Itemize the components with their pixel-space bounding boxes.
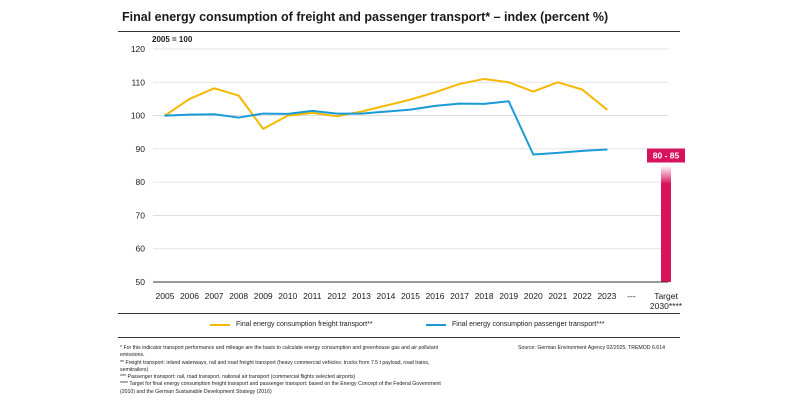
target-layer: 80 - 85	[647, 148, 685, 282]
footnotes: * For this indicator transport performan…	[120, 345, 450, 396]
passenger-line	[164, 100, 607, 156]
legend-passenger-label: Final energy consumption passenger trans…	[452, 321, 605, 328]
index-base-label: 2005 = 100	[152, 35, 193, 44]
x-tick-label: ---	[627, 291, 636, 301]
passenger-point	[213, 113, 215, 116]
y-tick-label: 100	[131, 111, 145, 121]
legend-freight: Final energy consumption freight transpo…	[210, 321, 373, 328]
x-tick-label: 2017	[450, 291, 469, 301]
x-tick-label: Target	[654, 291, 678, 301]
legend-bottom-rule	[118, 337, 680, 338]
x-tick-label: 2009	[254, 291, 273, 301]
x-tick-label: 2013	[352, 291, 371, 301]
freight-point	[237, 94, 240, 97]
freight-point	[409, 98, 412, 101]
y-tick-label: 50	[136, 277, 146, 287]
passenger-point	[434, 105, 436, 107]
x-tick-label: 2019	[499, 291, 518, 301]
freight-point	[557, 81, 559, 84]
passenger-point	[385, 110, 387, 113]
legend-freight-label: Final energy consumption freight transpo…	[236, 321, 373, 328]
passenger-point	[458, 102, 461, 105]
y-tick-label: 120	[131, 44, 145, 54]
y-tick-label: 110	[131, 77, 145, 87]
legend-freight-swatch	[210, 323, 230, 326]
x-tick-label: 2012	[327, 291, 346, 301]
passenger-point	[581, 150, 584, 152]
x-tick-label: 2030****	[650, 301, 683, 311]
passenger-point	[483, 103, 485, 105]
footnote-1: * For this indicator transport performan…	[120, 345, 439, 359]
freight-point	[606, 108, 608, 111]
y-tick-label: 90	[136, 144, 146, 154]
footnote-3: *** Passenger transport: rail, road tran…	[120, 374, 356, 381]
passenger-point	[311, 110, 314, 112]
x-tick-label: 2020	[524, 291, 543, 301]
x-tick-label: 2010	[278, 291, 297, 301]
x-tick-label: 2018	[475, 291, 494, 301]
legend-top-rule	[118, 313, 680, 314]
freight-point	[336, 115, 338, 118]
passenger-point	[360, 112, 363, 115]
freight-point	[385, 104, 387, 107]
freight-point	[213, 87, 215, 90]
source-note: Source: German Environment Agency 02/202…	[518, 345, 665, 351]
series-layer	[164, 77, 608, 156]
freight-point	[434, 91, 436, 94]
legend-passenger: Final energy consumption passenger trans…	[426, 321, 605, 328]
freight-point	[262, 128, 265, 130]
y-tick-label: 70	[136, 210, 146, 220]
x-tick-label: 2011	[303, 291, 322, 301]
freight-point	[532, 90, 535, 93]
x-tick-label: 2022	[573, 291, 592, 301]
freight-point	[483, 78, 485, 80]
x-tick-label: 2005	[156, 291, 175, 301]
target-label: 80 - 85	[653, 151, 680, 161]
freight-point	[188, 98, 191, 100]
passenger-point	[557, 152, 559, 154]
freight-point	[311, 112, 314, 114]
grid-layer	[153, 48, 668, 250]
footnote-4: **** Target for final energy consumption…	[120, 381, 441, 395]
y-tick-label: 60	[136, 244, 146, 254]
x-tick-label: 2007	[205, 291, 224, 301]
target-range-band	[661, 165, 671, 183]
x-tick-label: 2014	[376, 291, 395, 301]
title-rule	[118, 31, 680, 32]
freight-point	[581, 88, 584, 91]
x-tick-label: 2008	[229, 291, 248, 301]
freight-point	[360, 110, 363, 113]
footnote-2: ** Freight transport: inland waterways, …	[120, 359, 430, 373]
passenger-point	[606, 148, 608, 151]
target-bar	[661, 182, 671, 282]
passenger-point	[286, 113, 289, 115]
passenger-point	[409, 108, 412, 111]
passenger-point	[237, 116, 240, 119]
target-label-box	[647, 148, 685, 163]
x-tick-label: 2016	[426, 291, 445, 301]
chart-title: Final energy consumption of freight and …	[122, 10, 609, 24]
x-tick-label: 2021	[548, 291, 567, 301]
passenger-point	[336, 112, 338, 115]
freight-point	[458, 83, 461, 85]
passenger-point	[164, 114, 166, 117]
legend-passenger-swatch	[426, 323, 446, 326]
passenger-point	[507, 100, 510, 103]
freight-line	[164, 77, 608, 130]
x-tick-label: 2023	[597, 291, 616, 301]
passenger-point	[532, 153, 535, 156]
axis-layer: 50 60 70 80 90 100 110 120 2005 2006 2007 2008 2009 2…	[131, 44, 683, 311]
freight-point	[507, 81, 510, 84]
x-tick-label: 2015	[401, 291, 420, 301]
passenger-point	[188, 113, 191, 116]
passenger-point	[262, 112, 265, 115]
freight-point	[286, 114, 289, 117]
x-tick-label: 2006	[180, 291, 199, 301]
y-tick-label: 80	[136, 177, 146, 187]
